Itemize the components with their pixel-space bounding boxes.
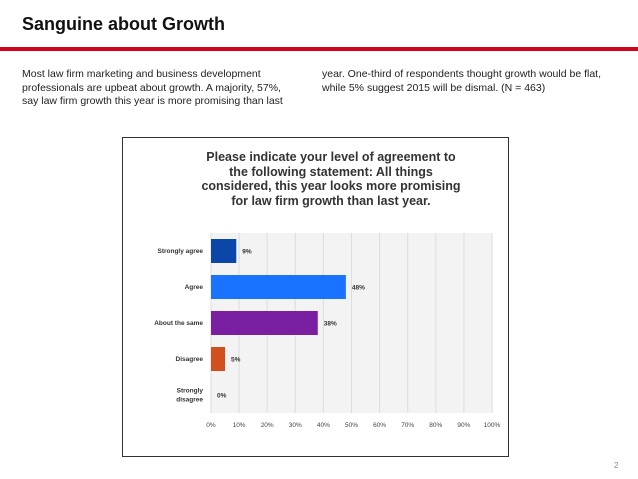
category-label: About the same <box>154 320 203 327</box>
x-tick-label: 100% <box>484 422 501 429</box>
value-label: 9% <box>242 249 252 256</box>
value-label: 5% <box>231 357 241 364</box>
slide-title: Sanguine about Growth <box>22 14 225 34</box>
x-tick-label: 70% <box>401 422 414 429</box>
x-tick-label: 10% <box>233 422 246 429</box>
x-tick-label: 50% <box>345 422 358 429</box>
x-tick-label: 40% <box>317 422 330 429</box>
bar <box>211 239 237 263</box>
x-tick-label: 90% <box>457 422 470 429</box>
category-label: Strongly disagree <box>176 388 203 404</box>
x-tick-label: 80% <box>429 422 442 429</box>
x-tick-label: 0% <box>206 422 216 429</box>
title-divider <box>0 47 638 51</box>
category-label: Disagree <box>176 356 204 363</box>
bar <box>211 311 318 335</box>
bar <box>211 275 346 299</box>
value-label: 38% <box>324 321 337 328</box>
x-tick-label: 60% <box>373 422 386 429</box>
bar <box>211 347 226 371</box>
chart-title: Please indicate your level of agreement … <box>201 150 461 208</box>
x-tick-label: 20% <box>261 422 274 429</box>
x-tick-label: 30% <box>289 422 302 429</box>
page-number: 2 <box>614 461 619 470</box>
value-label: 0% <box>217 393 227 400</box>
value-label: 48% <box>352 285 365 292</box>
category-label: Strongly agree <box>157 248 203 255</box>
body-text-left: Most law firm marketing and business dev… <box>22 68 283 107</box>
body-text-right: year. One-third of respondents thought g… <box>322 68 602 94</box>
bar-chart: 0% 10% 20% 30% 40% 50% 60% 70% 80% 90% 100% Strongl… <box>154 233 501 429</box>
category-label: Agree <box>185 284 204 291</box>
chart-panel: Please indicate your level of agreement … <box>122 137 509 457</box>
